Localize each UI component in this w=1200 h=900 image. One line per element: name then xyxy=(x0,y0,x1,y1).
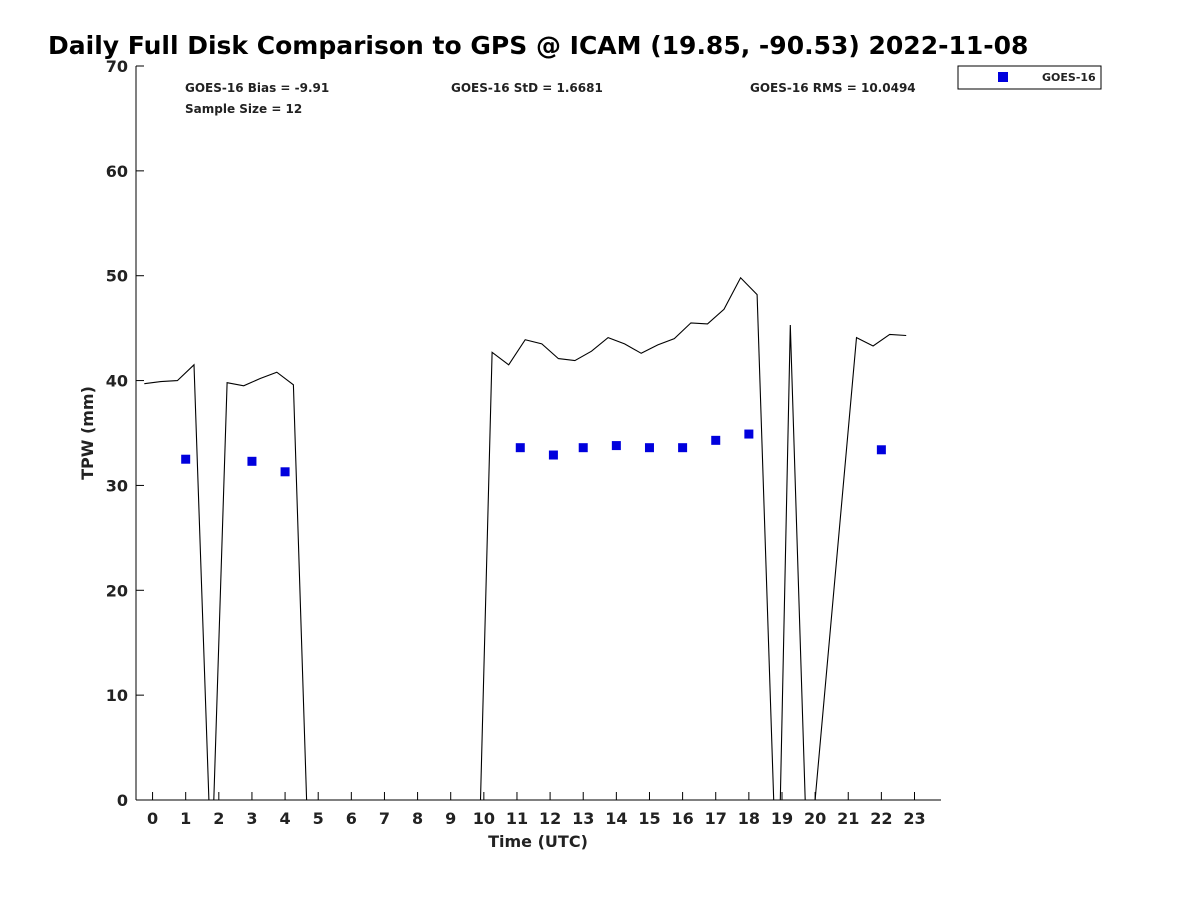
x-tick-label: 12 xyxy=(539,809,561,828)
x-tick-label: 0 xyxy=(147,809,158,828)
goes16-point xyxy=(515,443,525,453)
legend-swatch-goes16 xyxy=(998,72,1008,82)
y-tick-label: 0 xyxy=(117,791,128,810)
goes16-point xyxy=(644,443,654,453)
y-tick-label: 30 xyxy=(106,476,128,495)
x-tick-label: 22 xyxy=(870,809,892,828)
stat-rms: GOES-16 RMS = 10.0494 xyxy=(750,81,916,95)
goes16-point xyxy=(181,454,191,464)
stat-bias: GOES-16 Bias = -9.91 xyxy=(185,81,329,95)
x-tick-label: 7 xyxy=(379,809,390,828)
y-tick-label: 60 xyxy=(106,162,128,181)
legend: GOES-16 xyxy=(957,65,1102,90)
goes16-point xyxy=(247,456,257,466)
x-tick-label: 6 xyxy=(346,809,357,828)
x-tick-label: 15 xyxy=(638,809,660,828)
x-tick-label: 4 xyxy=(280,809,291,828)
x-tick-label: 2 xyxy=(213,809,224,828)
x-tick-label: 1 xyxy=(180,809,191,828)
y-ticks: 0 10 20 30 40 50 60 70 xyxy=(106,57,144,810)
y-tick-label: 70 xyxy=(106,57,128,76)
goes16-point xyxy=(876,445,886,455)
y-tick-label: 50 xyxy=(106,267,128,286)
goes16-scatter-series xyxy=(181,429,886,477)
x-tick-label: 10 xyxy=(473,809,495,828)
x-tick-label: 14 xyxy=(605,809,627,828)
x-tick-label: 8 xyxy=(412,809,423,828)
goes16-point xyxy=(548,450,558,460)
x-tick-label: 17 xyxy=(705,809,727,828)
stat-sample-size: Sample Size = 12 xyxy=(185,102,302,116)
goes16-point xyxy=(678,443,688,453)
goes16-point xyxy=(611,441,621,451)
goes16-point xyxy=(578,443,588,453)
legend-label-goes16: GOES-16 xyxy=(1042,71,1096,84)
x-tick-label: 20 xyxy=(804,809,826,828)
x-tick-label: 13 xyxy=(572,809,594,828)
legend-box xyxy=(957,65,1102,90)
x-tick-label: 5 xyxy=(313,809,324,828)
x-tick-label: 9 xyxy=(445,809,456,828)
x-tick-label: 23 xyxy=(903,809,925,828)
x-tick-label: 16 xyxy=(671,809,693,828)
y-tick-label: 20 xyxy=(106,581,128,600)
gps-tpw-line xyxy=(144,276,907,801)
x-tick-label: 3 xyxy=(246,809,257,828)
stat-std: GOES-16 StD = 1.6681 xyxy=(451,81,603,95)
x-tick-label: 18 xyxy=(738,809,760,828)
x-tick-label: 11 xyxy=(506,809,528,828)
x-tick-label: 19 xyxy=(771,809,793,828)
goes16-point xyxy=(711,435,721,445)
y-axis-label: TPW (mm) xyxy=(78,386,97,480)
gps-line-series xyxy=(144,276,907,801)
chart-title: Daily Full Disk Comparison to GPS @ ICAM… xyxy=(48,31,1028,60)
goes16-point xyxy=(744,429,754,439)
x-ticks: 0 1 2 3 4 5 6 7 8 9 10 11 12 13 14 15 16 17 18 19 20 21 22 23 xyxy=(147,792,926,828)
y-tick-label: 40 xyxy=(106,372,128,391)
x-tick-label: 21 xyxy=(837,809,859,828)
x-axis-label: Time (UTC) xyxy=(488,832,588,851)
goes16-point xyxy=(280,467,290,477)
y-tick-label: 10 xyxy=(106,686,128,705)
